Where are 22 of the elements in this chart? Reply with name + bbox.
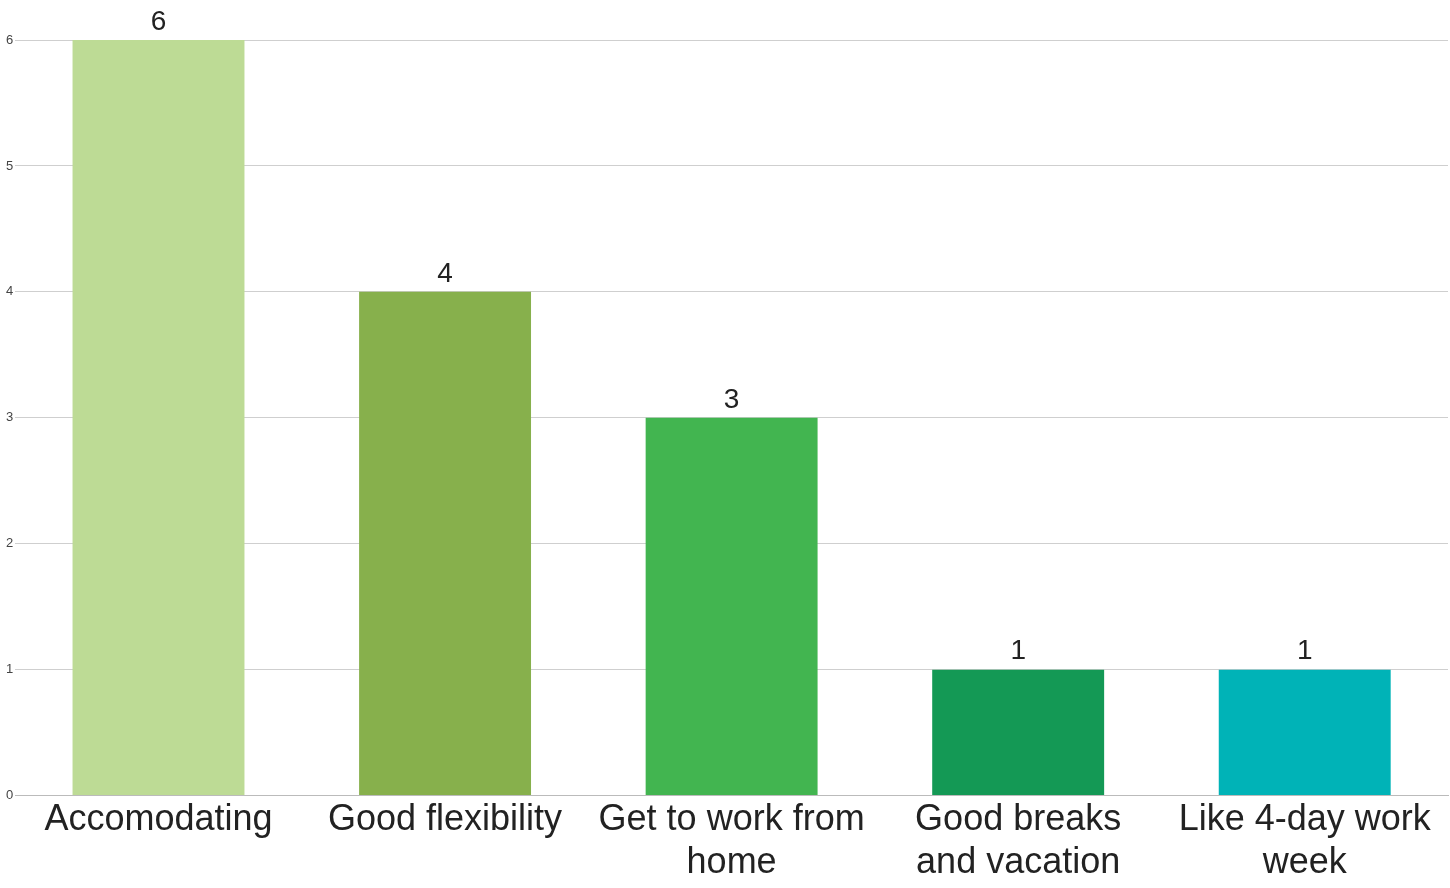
y-tick-label: 1 bbox=[6, 661, 14, 677]
x-tick-label: Good flexibility bbox=[328, 797, 563, 839]
x-tick-label: Get to work from home bbox=[598, 797, 865, 882]
bar bbox=[72, 40, 245, 796]
y-tick-label: 5 bbox=[6, 157, 14, 173]
bar bbox=[359, 291, 532, 796]
y-tick-label: 3 bbox=[6, 409, 14, 425]
bar bbox=[1218, 669, 1391, 796]
y-tick-label: 4 bbox=[6, 283, 14, 299]
data-label: 1 bbox=[1010, 634, 1026, 666]
y-tick-label: 6 bbox=[6, 31, 14, 47]
x-tick-label: Like 4-day work week bbox=[1178, 797, 1432, 882]
bar bbox=[932, 669, 1105, 796]
x-tick-label: Accomodating bbox=[44, 797, 273, 839]
bar bbox=[645, 417, 818, 796]
y-tick-label: 2 bbox=[6, 535, 14, 551]
data-label: 1 bbox=[1296, 634, 1313, 666]
data-label: 6 bbox=[150, 4, 167, 36]
data-label: 3 bbox=[723, 382, 740, 414]
data-label: 4 bbox=[437, 256, 453, 288]
y-tick-label: 0 bbox=[6, 787, 14, 803]
x-tick-label: Good breaks and vacation bbox=[915, 797, 1122, 882]
